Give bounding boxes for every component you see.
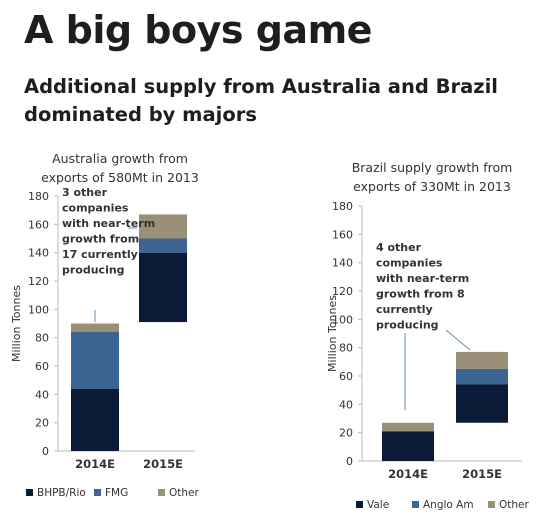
br-chart-title-line: exports of 330Mt in 2013	[353, 179, 511, 194]
br-annotation-line: currently	[376, 303, 433, 316]
page-title: A big boys game	[24, 8, 372, 52]
br-legend-label: Other	[499, 499, 529, 511]
br-y-tick-label: 0	[346, 455, 353, 468]
br-y-tick-label: 180	[332, 200, 353, 213]
au-legend-label: BHPB/Rio	[37, 487, 86, 499]
br-y-tick-label: 40	[339, 398, 353, 411]
br-y-tick-label: 160	[332, 228, 353, 241]
au-x-tick-label: 2014E	[75, 457, 115, 471]
au-legend-swatch	[94, 489, 101, 496]
au-legend-label: Other	[169, 487, 199, 499]
br-legend-swatch	[488, 501, 495, 508]
br-bar-vale-2014e	[382, 431, 434, 461]
br-legend-label: Anglo Am	[423, 499, 474, 511]
br-x-tick-label: 2015E	[462, 467, 502, 481]
au-bar-other-2015e	[139, 214, 187, 239]
au-annotation-line: 17 currently	[62, 248, 138, 261]
au-chart-title-line: Australia growth from	[52, 151, 188, 166]
au-y-tick-label: 80	[35, 332, 49, 345]
au-y-tick-label: 0	[42, 445, 49, 458]
au-y-tick-label: 180	[28, 190, 49, 203]
br-annotation-line: with near-term	[376, 272, 469, 285]
br-x-tick-label: 2014E	[388, 467, 428, 481]
au-annotation-line: companies	[62, 202, 129, 215]
br-annotation-line: producing	[376, 319, 439, 332]
au-y-tick-label: 140	[28, 247, 49, 260]
br-legend-label: Vale	[367, 499, 389, 511]
br-legend-swatch	[412, 501, 419, 508]
au-annotation-line: growth from	[62, 233, 139, 246]
br-y-tick-label: 20	[339, 427, 353, 440]
au-y-axis-label: Million Tonnes	[10, 285, 23, 362]
au-bar-fmg-2015e	[139, 238, 187, 253]
au-annotation-line: 3 other	[62, 186, 108, 199]
br-bar-other-2014e	[382, 422, 434, 432]
au-y-tick-label: 160	[28, 218, 49, 231]
au-y-tick-label: 20	[35, 417, 49, 430]
br-annotation-line: 4 other	[376, 241, 422, 254]
au-chart-title-line: exports of 580Mt in 2013	[41, 170, 199, 185]
br-annotation-leader-line	[445, 329, 471, 351]
au-bar-bhpb-rio-2015e	[139, 252, 187, 323]
br-legend-swatch	[356, 501, 363, 508]
page-subtitle: Additional supply from Australia and Bra…	[24, 75, 498, 126]
au-y-tick-label: 120	[28, 275, 49, 288]
au-y-tick-label: 40	[35, 388, 49, 401]
br-y-tick-label: 60	[339, 370, 353, 383]
au-bar-other-2014e	[71, 323, 119, 332]
au-annotation-line: producing	[62, 264, 125, 277]
au-legend-swatch	[158, 489, 165, 496]
br-annotation-line: companies	[376, 257, 443, 270]
br-annotation-line: growth from 8	[376, 288, 465, 301]
au-legend-label: FMG	[105, 487, 128, 499]
au-annotation-line: with near-term	[62, 217, 155, 230]
br-y-tick-label: 100	[332, 313, 353, 326]
br-y-tick-label: 140	[332, 257, 353, 270]
br-y-tick-label: 80	[339, 342, 353, 355]
au-y-tick-label: 100	[28, 303, 49, 316]
br-bar-vale-2015e	[456, 384, 508, 423]
au-x-tick-label: 2015E	[143, 457, 183, 471]
br-chart-title-line: Brazil supply growth from	[352, 160, 513, 175]
au-y-tick-label: 60	[35, 360, 49, 373]
br-y-tick-label: 120	[332, 285, 353, 298]
br-bar-anglo-am-2015e	[456, 368, 508, 385]
br-bar-other-2015e	[456, 351, 508, 369]
au-bar-fmg-2014e	[71, 332, 119, 389]
au-bar-bhpb-rio-2014e	[71, 388, 119, 451]
br-y-axis-label: Million Tonnes	[326, 295, 339, 372]
au-legend-swatch	[26, 489, 33, 496]
